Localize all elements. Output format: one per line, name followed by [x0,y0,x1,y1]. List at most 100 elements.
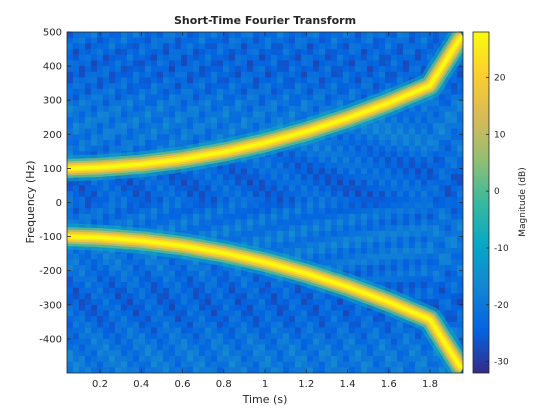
heatmap-cell [205,196,212,204]
heatmap-cell [139,49,146,56]
heatmap-cell [409,247,416,255]
heatmap-cell [313,168,320,175]
heatmap-cell [289,225,296,232]
heatmap-cell [265,219,272,226]
heatmap-cell [115,54,122,62]
heatmap-cell [115,265,122,272]
heatmap-cell [199,60,206,67]
heatmap-cell [379,196,386,204]
heatmap-cell [223,122,230,130]
heatmap-cell [295,316,302,323]
heatmap-cell [397,185,404,192]
heatmap-cell [415,174,422,181]
heatmap-cell [145,310,152,317]
heatmap-cell [301,145,308,152]
heatmap-cell [211,304,218,312]
heatmap-cell [133,304,140,312]
heatmap-cell [337,179,344,187]
heatmap-cell [103,299,110,306]
heatmap-cell [169,196,176,204]
heatmap-cell [403,134,410,141]
heatmap-cell [127,293,134,300]
heatmap-cell [247,117,254,124]
heatmap-cell [73,276,80,283]
heatmap-cell [91,134,98,141]
heatmap-cell [439,367,446,373]
heatmap-cell [127,259,134,266]
colorbar-label: Magnitude (dB) [518,167,528,236]
heatmap-cell [103,122,110,130]
heatmap-cell [367,230,374,238]
heatmap-cell [373,60,380,67]
heatmap-cell [139,287,146,295]
heatmap-cell [445,253,452,260]
heatmap-cell [223,208,230,215]
heatmap-cell [121,282,128,289]
heatmap-cell [427,202,434,209]
heatmap-cell [385,367,392,373]
heatmap-cell [313,350,320,357]
heatmap-cell [277,49,284,56]
heatmap-cell [355,162,362,169]
heatmap-cell [349,321,356,329]
heatmap-cell [91,105,98,113]
heatmap-cell [379,225,386,232]
heatmap-cell [379,259,386,266]
heatmap-cell [235,37,242,44]
heatmap-cell [349,265,356,272]
heatmap-cell [331,179,338,187]
heatmap-cell [115,310,122,317]
heatmap-cell [379,367,386,373]
heatmap-cell [391,145,398,152]
heatmap-cell [307,151,314,158]
heatmap-cell [289,321,296,329]
heatmap-cell [187,32,194,39]
heatmap-cell [247,111,254,118]
x-tick-label: 0.8 [216,379,232,390]
heatmap-cell [331,94,338,101]
heatmap-cell [361,304,368,312]
heatmap-cell [73,367,80,373]
heatmap-cell [85,88,92,96]
heatmap-cell [325,139,332,147]
heatmap-cell [313,71,320,79]
heatmap-cell [361,145,368,152]
heatmap-cell [451,276,458,283]
heatmap-cell [259,304,266,312]
heatmap-cell [289,60,296,67]
heatmap-cell [385,361,392,368]
heatmap-cell [283,247,290,255]
heatmap-cell [409,344,416,351]
heatmap-cell [193,71,200,79]
heatmap-cell [373,247,380,255]
heatmap-cell [229,191,236,198]
heatmap-cell [319,367,326,373]
heatmap-cell [409,219,416,226]
heatmap-cell [151,122,158,130]
heatmap-cell [283,236,290,243]
heatmap-cell [301,191,308,198]
heatmap-cell [403,37,410,44]
heatmap-cell [367,77,374,84]
heatmap-cell [235,202,242,209]
heatmap-cell [109,128,116,135]
heatmap-cell [265,191,272,198]
heatmap-cell [121,327,128,334]
heatmap-cell [241,355,248,363]
heatmap-cell [271,54,278,62]
heatmap-cell [373,265,380,272]
heatmap-cell [109,191,116,198]
heatmap-cell [403,287,410,295]
heatmap-cell [217,49,224,56]
heatmap-cell [271,162,278,169]
heatmap-cell [223,333,230,340]
heatmap-cell [121,355,128,363]
heatmap-cell [97,54,104,62]
heatmap-cell [181,367,188,373]
heatmap-cell [445,168,452,175]
heatmap-cell [379,128,386,135]
heatmap-cell [265,162,272,169]
heatmap-cell [103,355,110,363]
heatmap-cell [241,77,248,84]
